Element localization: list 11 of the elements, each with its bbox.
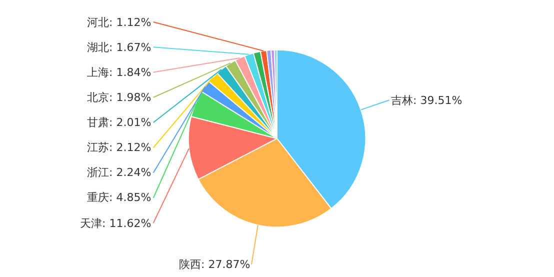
slice-label: 江苏: 2.12% [87, 141, 152, 154]
slice-label: 重庆: 4.85% [87, 191, 152, 204]
slice-label: 浙江: 2.24% [87, 166, 152, 179]
slice-label: 吉林: 39.51% [391, 94, 462, 107]
slice-label: 湖北: 1.67% [87, 41, 152, 54]
slice-label: 甘肃: 2.01% [87, 116, 152, 129]
slice-label: 天津: 11.62% [80, 217, 152, 230]
slice-label: 陕西: 27.87% [179, 258, 250, 271]
slice-label: 北京: 1.98% [87, 91, 152, 104]
slice-label: 河北: 1.12% [87, 16, 152, 29]
slice-label: 上海: 1.84% [87, 66, 152, 79]
